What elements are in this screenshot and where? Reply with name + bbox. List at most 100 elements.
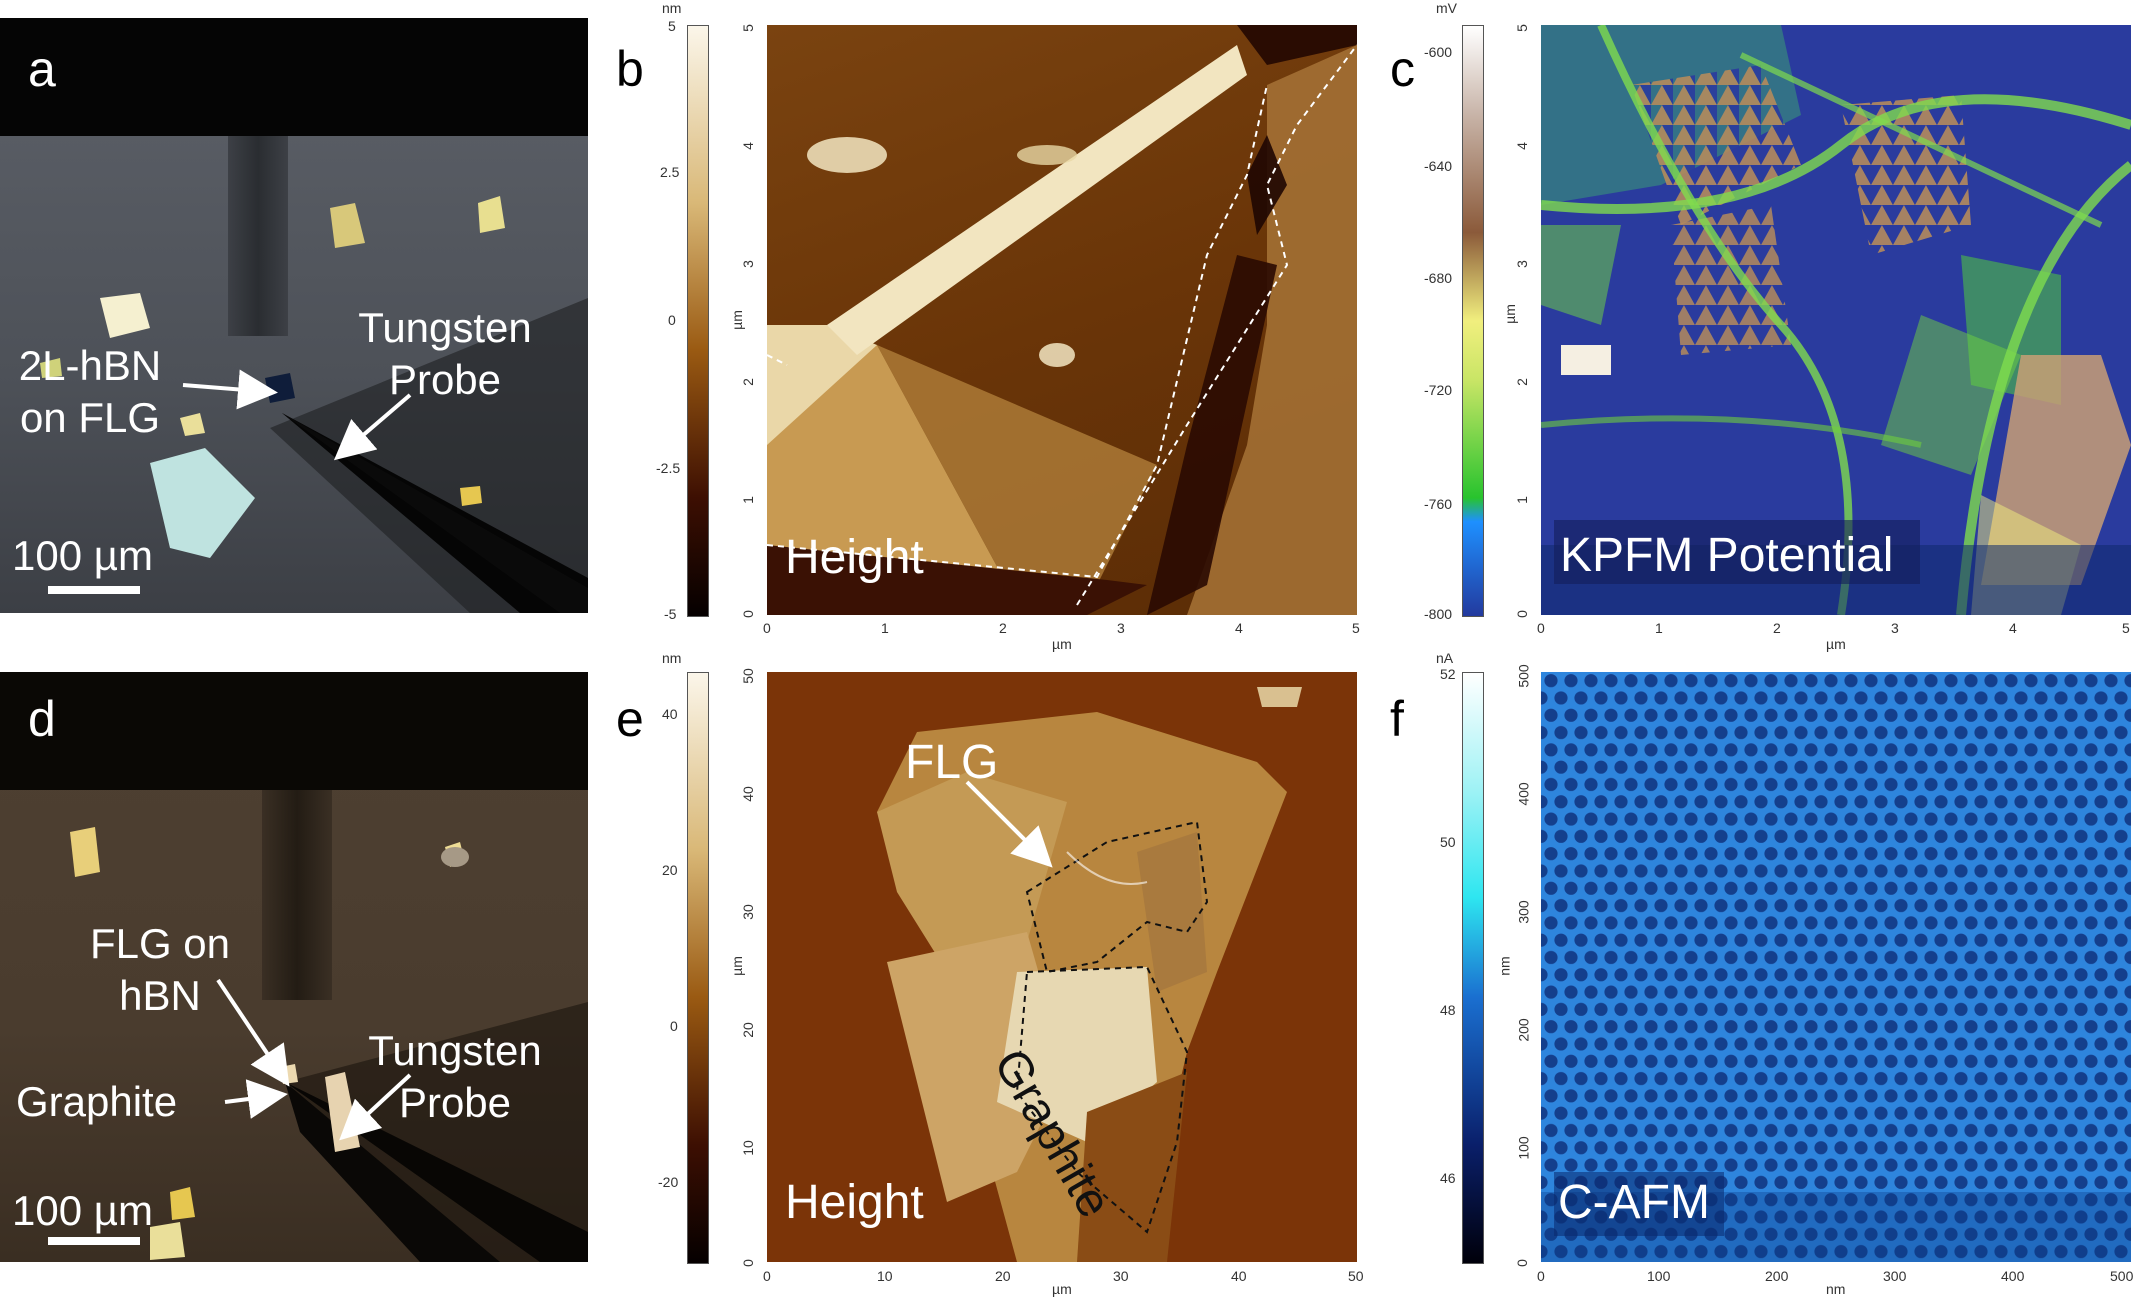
- panel-a-arrows: [182, 369, 412, 461]
- panel-a-optical-image: [0, 18, 588, 613]
- arrow-sample-a: [182, 369, 278, 410]
- y-tick-f: 100: [1515, 1136, 1532, 1160]
- x-tick-f: 100: [1647, 1268, 1671, 1284]
- colorbar-b-tick: 5: [668, 18, 676, 34]
- map-label-c-bg: [1554, 520, 1920, 584]
- colorbar-b-tick: -2.5: [656, 460, 681, 476]
- colorbar-c-tick: -640: [1424, 158, 1453, 174]
- y-tick-e: 50: [739, 668, 756, 684]
- scale-bar: [48, 586, 140, 594]
- colorbar-b-unit: nm: [662, 0, 682, 16]
- map-label-f: C-AFM: [1558, 1176, 1710, 1229]
- y-tick-e: 10: [739, 1140, 756, 1156]
- dark-top-band: [0, 18, 588, 136]
- map-label-b: Height: [785, 531, 924, 584]
- map-label-c: KPFM Potential: [1560, 529, 1894, 582]
- y-tick-c: 0: [1513, 610, 1530, 618]
- x-tick-b: 1: [881, 620, 889, 636]
- y-tick-c: 5: [1513, 24, 1530, 32]
- colorbar-c-tick: -800: [1424, 606, 1453, 622]
- x-tick-c: 4: [2009, 620, 2017, 636]
- y-tick-f: 300: [1515, 900, 1532, 924]
- x-tick-e: 0: [763, 1268, 771, 1284]
- arrow-sample-d: [216, 978, 290, 1087]
- panel-f-cafm-map: [1541, 672, 2131, 1262]
- y-tick-c: 2: [1513, 378, 1530, 386]
- colorbar-f-tick: 48: [1440, 1002, 1456, 1018]
- colorbar-f-tick: 52: [1440, 666, 1456, 682]
- label-2l-hbn-on-flg: 2L-hBN on FLG: [18, 342, 162, 441]
- colorbar-c-tick: -720: [1424, 382, 1453, 398]
- arrow-probe-d: [339, 1073, 412, 1141]
- y-tick-e: 20: [739, 1022, 756, 1038]
- x-tick-c: 2: [1773, 620, 1781, 636]
- x-tick-f: 300: [1883, 1268, 1907, 1284]
- scale-bar: [48, 1237, 140, 1245]
- panel-letter-b: b: [616, 41, 644, 97]
- colorbar-b-tick: 0: [668, 312, 676, 328]
- colorbar-c-tick: -680: [1424, 270, 1453, 286]
- x-unit-f: nm: [1826, 1281, 1846, 1297]
- colorbar-f-tick: 50: [1440, 834, 1456, 850]
- colorbar-e: [687, 672, 709, 1264]
- colorbar-c-tick: -600: [1424, 44, 1453, 60]
- y-tick-f: 200: [1515, 1018, 1532, 1042]
- y-tick-b: 2: [739, 378, 756, 386]
- colorbar-e-tick: 0: [670, 1018, 678, 1034]
- y-tick-c: 3: [1513, 260, 1530, 268]
- y-tick-e: 30: [739, 904, 756, 920]
- label-graphite-d: Graphite: [16, 1078, 178, 1125]
- y-tick-f: 400: [1515, 782, 1532, 806]
- panel-d-arrows: [216, 978, 412, 1141]
- colorbar-b-tick: -5: [664, 606, 677, 622]
- y-tick-b: 4: [739, 142, 756, 150]
- panel-d-optical-image: [0, 672, 588, 1262]
- y-tick-e: 40: [739, 786, 756, 802]
- x-tick-e: 20: [995, 1268, 1011, 1284]
- panel-letter-a: a: [28, 41, 56, 97]
- x-unit-e: µm: [1052, 1281, 1072, 1297]
- label-scalebar-d: 100 µm: [12, 1187, 153, 1234]
- label-flg-on-hbn: FLG on hBN: [89, 920, 231, 1019]
- y-unit-b: µm: [728, 310, 745, 330]
- colorbar-e-tick: 20: [662, 862, 678, 878]
- y-tick-b: 3: [739, 260, 756, 268]
- colorbar-e-tick: -20: [658, 1174, 679, 1190]
- x-tick-e: 40: [1231, 1268, 1247, 1284]
- colorbar-c-unit: mV: [1436, 0, 1457, 16]
- label-tungsten-probe-a: Tungsten Probe: [358, 304, 532, 403]
- x-tick-b: 0: [763, 620, 771, 636]
- colorbar-f-tick: 46: [1440, 1170, 1456, 1186]
- y-tick-b: 1: [739, 496, 756, 504]
- map-label-f-bg: [1554, 1172, 1724, 1236]
- annotation-flg-e: FLG: [905, 736, 999, 789]
- dark-top-band: [0, 672, 588, 790]
- probe-holder-shadow: [262, 790, 332, 1000]
- map-label-e: Height: [785, 1176, 924, 1229]
- colorbar-f: [1462, 672, 1484, 1264]
- arrow-graphite-d: [224, 1079, 288, 1119]
- x-tick-e: 50: [1348, 1268, 1364, 1284]
- x-unit-c: µm: [1826, 636, 1846, 652]
- colorbar-c-tick: -760: [1424, 496, 1453, 512]
- panel-letter-f: f: [1390, 691, 1404, 747]
- panel-b-height-map: [767, 25, 1357, 615]
- x-tick-b: 3: [1117, 620, 1125, 636]
- x-tick-f: 0: [1537, 1268, 1545, 1284]
- y-tick-e: 0: [739, 1259, 756, 1267]
- x-tick-f: 200: [1765, 1268, 1789, 1284]
- label-scalebar-a: 100 µm: [12, 532, 153, 579]
- x-unit-b: µm: [1052, 636, 1072, 652]
- y-tick-f: 0: [1513, 1259, 1530, 1267]
- x-tick-b: 4: [1235, 620, 1243, 636]
- x-tick-c: 3: [1891, 620, 1899, 636]
- y-unit-f: nm: [1496, 956, 1513, 976]
- colorbar-c: [1462, 25, 1484, 617]
- panel-letter-d: d: [28, 691, 56, 747]
- panel-a-flakes: [40, 196, 588, 613]
- x-tick-c: 0: [1537, 620, 1545, 636]
- panel-e-height-map: [767, 672, 1357, 1262]
- x-tick-c: 1: [1655, 620, 1663, 636]
- y-tick-f: 500: [1515, 664, 1532, 688]
- y-unit-c: µm: [1501, 304, 1518, 324]
